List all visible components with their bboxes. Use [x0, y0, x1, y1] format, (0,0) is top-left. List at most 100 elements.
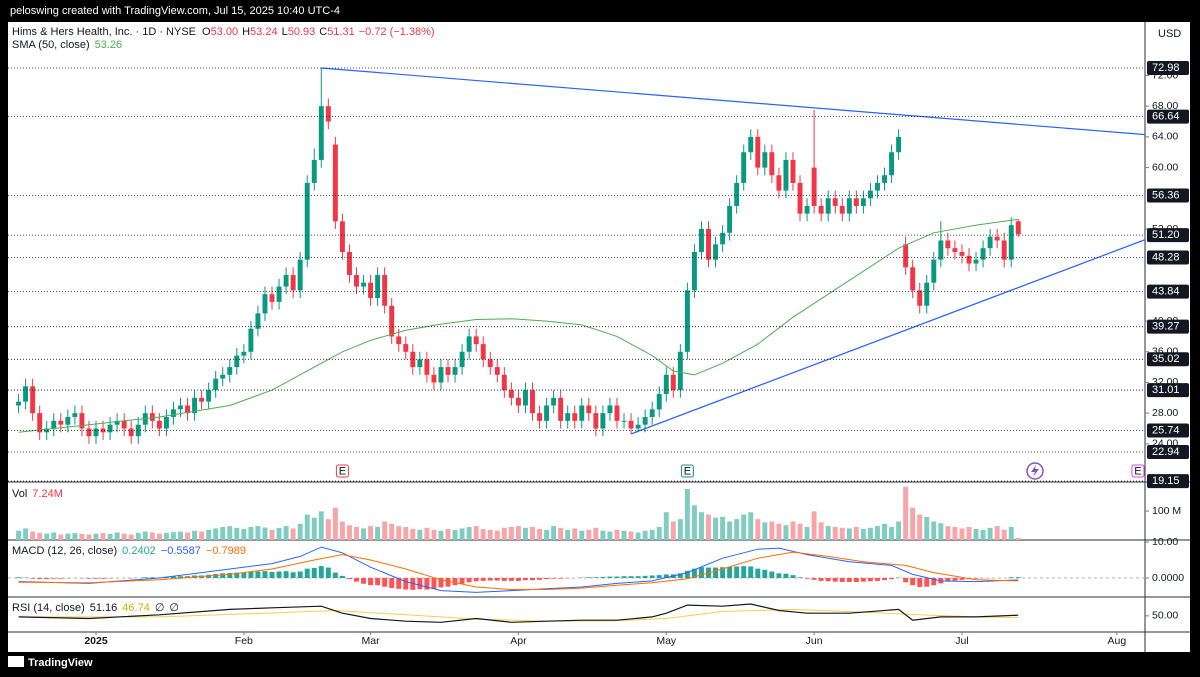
candle-body — [213, 378, 219, 391]
candle-body — [811, 167, 817, 206]
histogram-bar — [910, 578, 916, 586]
histogram-bar — [234, 572, 240, 578]
histogram-bar — [325, 567, 331, 578]
sma-title: SMA (50, close) — [12, 39, 90, 51]
candle-body — [558, 397, 564, 421]
histogram-bar — [734, 566, 740, 578]
candle-body — [72, 413, 78, 417]
volume-bar — [853, 526, 859, 540]
candle-body — [199, 397, 205, 402]
volume-bar — [846, 528, 852, 540]
volume-bar — [691, 505, 697, 540]
volume-bar — [37, 533, 43, 540]
candle-body — [375, 275, 381, 299]
histogram-bar — [952, 578, 958, 581]
event-label: E — [1134, 465, 1141, 477]
level-label: 66.64 — [1152, 111, 1180, 123]
candle-body — [30, 386, 36, 414]
volume-bar — [931, 521, 937, 540]
candle-body — [656, 393, 662, 410]
candle-body — [748, 136, 754, 153]
volume-bar — [579, 530, 585, 540]
histogram-bar — [860, 578, 866, 582]
sma-legend: SMA (50, close) 53.26 — [12, 39, 122, 51]
histogram-bar — [1015, 577, 1021, 578]
candle-body — [910, 267, 916, 291]
volume-bar — [684, 489, 690, 540]
candle-body — [783, 159, 789, 191]
y-tick-label: 10.00 — [1152, 536, 1178, 548]
candle-body — [628, 420, 634, 429]
level-label: 35.02 — [1152, 353, 1180, 365]
histogram-bar — [361, 578, 366, 584]
credit: peloswing created with TradingView.com, … — [10, 5, 340, 17]
volume-bar — [699, 512, 704, 540]
volume-bar — [23, 528, 29, 540]
histogram-bar — [649, 575, 655, 578]
volume-bar — [276, 527, 282, 540]
dividend-icon — [1026, 462, 1044, 480]
histogram-bar — [635, 576, 641, 578]
candle-body — [135, 424, 141, 437]
histogram-bar — [551, 578, 557, 579]
histogram-bar — [311, 567, 317, 578]
histogram-bar — [241, 572, 247, 578]
volume-bar — [431, 529, 437, 540]
volume-bar — [297, 523, 303, 540]
event-marker — [680, 464, 694, 478]
y-tick-label: 50.00 — [1152, 610, 1178, 622]
histogram-bar — [16, 577, 22, 578]
candle-body — [297, 259, 303, 291]
histogram-bar — [389, 578, 395, 589]
candle-body — [304, 182, 310, 260]
volume-bar — [1008, 526, 1014, 540]
volume-bar — [65, 533, 71, 540]
candle-body — [206, 390, 212, 402]
candle-body — [396, 336, 402, 345]
candle-body — [424, 359, 430, 375]
volume-bar — [269, 529, 275, 540]
level-label: 39.27 — [1152, 321, 1180, 333]
histogram-bar — [332, 572, 338, 578]
histogram-bar — [790, 575, 796, 578]
candle-body — [551, 397, 557, 406]
volume-bar — [621, 530, 627, 540]
histogram-bar — [220, 573, 226, 578]
volume-bar — [727, 521, 733, 540]
candle-body — [114, 420, 120, 425]
level-label: 22.94 — [1152, 446, 1180, 458]
candle-body — [825, 198, 831, 214]
volume-bar — [178, 531, 183, 540]
volume-bar — [607, 531, 613, 540]
volume-bar — [156, 533, 162, 540]
volume-bar — [445, 529, 451, 540]
volume-bar — [494, 530, 500, 540]
volume-bar — [501, 527, 507, 540]
candle-body — [734, 182, 740, 206]
candle-body — [565, 413, 571, 421]
volume-bar — [776, 523, 782, 540]
volume-bar — [670, 521, 676, 540]
volume-bar — [614, 529, 620, 540]
volume-value: 7.24M — [32, 488, 63, 500]
level-label-box — [1147, 352, 1189, 367]
logo — [8, 656, 24, 667]
histogram-bar — [663, 574, 669, 578]
volume-bar — [875, 526, 880, 540]
histogram-bar — [959, 578, 965, 580]
volume-bar — [522, 527, 528, 540]
volume-bar — [741, 514, 747, 540]
level-label: 56.36 — [1152, 189, 1180, 201]
histogram-bar — [403, 578, 409, 590]
candle-body — [325, 106, 331, 122]
volume-bar — [227, 526, 233, 540]
volume-bar — [290, 528, 296, 540]
candle-body — [621, 420, 627, 422]
volume-bar — [149, 532, 155, 540]
candle-body — [107, 424, 113, 433]
candle-body — [227, 367, 233, 375]
histogram-bar — [276, 571, 282, 578]
candle-body — [867, 190, 873, 199]
candle-body — [699, 228, 704, 253]
candle-body — [980, 248, 986, 260]
